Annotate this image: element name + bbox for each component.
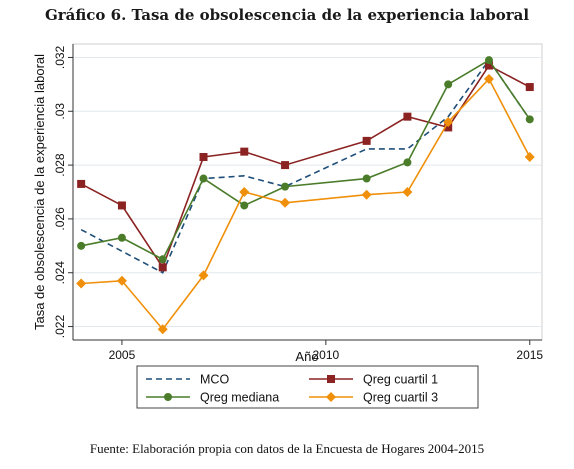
data-point-qreg-mediana bbox=[240, 201, 249, 210]
data-point-qreg-cuartil-1 bbox=[199, 153, 208, 162]
legend-item-qreg-cuartil-3: Qreg cuartil 3 bbox=[309, 391, 438, 405]
legend-item-mco: MCO bbox=[146, 373, 229, 387]
legend-marker bbox=[327, 375, 335, 383]
y-tick-label: .03 bbox=[53, 103, 67, 120]
series-line-mco bbox=[80, 58, 531, 274]
data-point-qreg-cuartil-3 bbox=[402, 187, 413, 197]
series-qreg-cuartil-3 bbox=[76, 73, 535, 335]
legend-marker bbox=[164, 393, 172, 401]
data-point-qreg-cuartil-1 bbox=[117, 201, 126, 210]
data-point-qreg-cuartil-1 bbox=[525, 83, 534, 92]
legend-box bbox=[136, 365, 479, 409]
data-point-qreg-cuartil-3 bbox=[239, 187, 250, 197]
data-point-qreg-mediana bbox=[117, 233, 126, 242]
legend-marker bbox=[326, 392, 336, 402]
x-tick-label: 2005 bbox=[109, 348, 136, 362]
data-point-qreg-cuartil-3 bbox=[280, 197, 291, 208]
data-point-qreg-cuartil-3 bbox=[76, 278, 87, 289]
legend-label: Qreg mediana bbox=[200, 391, 279, 405]
legend-label: Qreg cuartil 3 bbox=[363, 391, 438, 405]
y-tick-label: .024 bbox=[53, 261, 67, 285]
data-point-qreg-cuartil-1 bbox=[158, 263, 167, 272]
x-axis-label: Año bbox=[295, 349, 318, 364]
series-mco bbox=[80, 58, 531, 274]
data-point-qreg-mediana bbox=[199, 174, 208, 183]
legend-label: MCO bbox=[200, 373, 229, 387]
y-axis-label: Tasa de obsolescencia de la experiencia … bbox=[32, 54, 47, 330]
source-note: Fuente: Elaboración propia con datos de … bbox=[89, 441, 485, 456]
plot-area bbox=[72, 43, 543, 341]
data-point-qreg-mediana bbox=[281, 182, 290, 191]
data-point-qreg-cuartil-1 bbox=[240, 147, 249, 156]
y-tick-label: .028 bbox=[53, 153, 67, 177]
x-tick-label: 2015 bbox=[516, 348, 543, 362]
axes: .022 .024 .026 .028 .03 .032 2005 2010 2015 bbox=[53, 44, 543, 362]
data-point-qreg-mediana bbox=[484, 56, 493, 65]
data-point-qreg-cuartil-3 bbox=[361, 189, 372, 200]
data-point-qreg-cuartil-1 bbox=[77, 179, 86, 188]
legend-item-qreg-mediana: Qreg mediana bbox=[146, 391, 279, 405]
data-point-qreg-cuartil-1 bbox=[484, 61, 493, 70]
data-point-qreg-cuartil-1 bbox=[403, 112, 412, 121]
data-point-qreg-mediana bbox=[77, 241, 86, 250]
data-point-qreg-mediana bbox=[158, 255, 167, 264]
legend-label: Qreg cuartil 1 bbox=[363, 373, 438, 387]
y-tick-label: .022 bbox=[53, 315, 67, 339]
data-point-qreg-cuartil-3 bbox=[116, 275, 127, 286]
chart-title: Gráfico 6. Tasa de obsolescencia de la e… bbox=[44, 6, 530, 24]
data-point-qreg-mediana bbox=[403, 158, 412, 167]
y-tick-label: .026 bbox=[53, 207, 67, 231]
data-point-qreg-cuartil-3 bbox=[483, 73, 494, 84]
data-point-qreg-cuartil-3 bbox=[157, 324, 168, 335]
grid-lines bbox=[73, 56, 542, 328]
series-group bbox=[76, 56, 535, 335]
data-point-qreg-cuartil-3 bbox=[524, 152, 535, 163]
data-point-qreg-cuartil-1 bbox=[281, 161, 290, 170]
legend: MCO Qreg cuartil 1 Qreg mediana Qreg cuarti… bbox=[136, 365, 479, 409]
data-point-qreg-cuartil-3 bbox=[443, 117, 454, 128]
data-point-qreg-cuartil-1 bbox=[362, 136, 371, 145]
series-qreg-mediana bbox=[77, 56, 534, 264]
data-point-qreg-mediana bbox=[362, 174, 371, 183]
data-point-qreg-cuartil-3 bbox=[198, 270, 209, 281]
legend-item-qreg-cuartil-1: Qreg cuartil 1 bbox=[309, 373, 438, 387]
x-tick-label: 2010 bbox=[313, 348, 340, 362]
data-point-qreg-mediana bbox=[525, 115, 534, 124]
data-point-qreg-mediana bbox=[444, 80, 453, 89]
y-tick-label: .032 bbox=[53, 45, 67, 69]
data-point-qreg-cuartil-1 bbox=[444, 123, 453, 132]
